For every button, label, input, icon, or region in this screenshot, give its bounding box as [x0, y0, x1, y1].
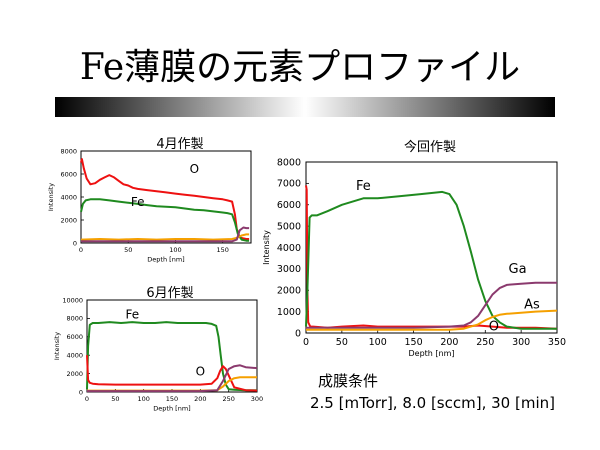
june-x-tick-label: 150 [166, 395, 178, 403]
conditions-label: 成膜条件 [318, 372, 379, 390]
current-x-tick-label: 250 [476, 337, 494, 348]
title-gradient-right [305, 97, 555, 117]
current-annotation-fe: Fe [356, 179, 371, 194]
current-x-tick-label: 200 [440, 337, 458, 348]
june-x-tick-label: 300 [251, 395, 263, 403]
current-x-tick-label: 150 [405, 337, 423, 348]
june-x-tick-label: 50 [111, 395, 119, 403]
current-y-tick-label: 5000 [277, 221, 301, 232]
april-x-tick-label: 0 [79, 246, 83, 254]
april-series-ga-line [81, 226, 250, 243]
june-annotation-fe: Fe [126, 307, 140, 321]
current-x-axis-label: Depth [nm] [408, 349, 454, 358]
june-y-tick-label: 6000 [66, 333, 83, 341]
current-y-tick-label: 3000 [277, 264, 301, 275]
current-x-tick-label: 0 [303, 337, 309, 348]
june-y-tick-label: 0 [79, 388, 83, 396]
june-x-tick-label: 100 [137, 395, 149, 403]
june-y-axis-label: Intensity [53, 332, 61, 360]
june-y-tick-label: 10000 [62, 296, 83, 304]
june-y-tick-label: 8000 [66, 315, 83, 323]
april-series-o-line [80, 158, 250, 240]
conditions-value: 2.5 [mTorr], 8.0 [sccm], 30 [min] [310, 394, 555, 412]
june-y-tick-label: 4000 [66, 351, 83, 359]
current-series-ga-line [306, 281, 557, 329]
april-series-fe-line [80, 198, 250, 242]
chart-june-title: 6月作製 [146, 286, 194, 301]
april-plot-frame [80, 150, 252, 244]
current-y-tick-label: 7000 [277, 179, 301, 190]
april-x-axis-label: Depth [nm] [147, 256, 184, 264]
june-plot-frame [86, 299, 258, 393]
april-y-tick-label: 4000 [60, 193, 77, 201]
current-y-tick-label: 0 [295, 328, 301, 339]
april-y-axis-label: Intensity [47, 183, 55, 211]
title-gradient-left [55, 97, 305, 117]
chart-current-title: 今回作製 [403, 140, 456, 155]
current-annotation-ga: Ga [509, 262, 527, 277]
april-y-tick-label: 0 [73, 239, 77, 247]
current-series-as-line [306, 309, 558, 331]
april-annotation-o: O [190, 162, 199, 176]
chart-april-title: 4月作製 [156, 137, 204, 152]
april-y-tick-label: 6000 [60, 170, 77, 178]
current-y-tick-label: 1000 [277, 307, 301, 318]
april-annotation-fe: Fe [131, 195, 145, 209]
title-gradient-bar [55, 97, 555, 117]
june-annotation-o: O [196, 364, 205, 378]
current-y-tick-label: 6000 [277, 200, 301, 211]
current-y-tick-label: 2000 [277, 286, 301, 297]
june-x-tick-label: 0 [85, 395, 89, 403]
current-annotation-o: O [489, 319, 499, 334]
current-y-tick-label: 8000 [277, 157, 301, 168]
june-series-ga-line [87, 364, 258, 393]
june-x-axis-label: Depth [nm] [153, 405, 190, 413]
april-x-tick-label: 50 [124, 246, 132, 254]
current-x-tick-label: 50 [336, 337, 348, 348]
current-x-tick-label: 350 [548, 337, 566, 348]
april-series-as-line [80, 233, 250, 241]
current-x-tick-label: 100 [369, 337, 387, 348]
april-x-tick-label: 100 [169, 246, 181, 254]
current-y-axis-label: Intensity [262, 230, 271, 265]
june-series-o-line [86, 355, 258, 392]
slide-title: Fe薄膜の元素プロファイル [79, 47, 521, 88]
current-plot-frame [305, 161, 558, 334]
current-series-fe-line [305, 190, 557, 330]
june-x-tick-label: 200 [194, 395, 206, 403]
current-annotation-as: As [524, 297, 540, 312]
current-series-o-line [305, 185, 558, 330]
current-y-tick-label: 4000 [277, 243, 301, 254]
june-y-tick-label: 2000 [66, 370, 83, 378]
april-x-tick-label: 150 [216, 246, 228, 254]
april-y-tick-label: 8000 [60, 147, 77, 155]
april-y-tick-label: 2000 [60, 216, 77, 224]
current-x-tick-label: 300 [512, 337, 530, 348]
june-x-tick-label: 250 [222, 395, 234, 403]
